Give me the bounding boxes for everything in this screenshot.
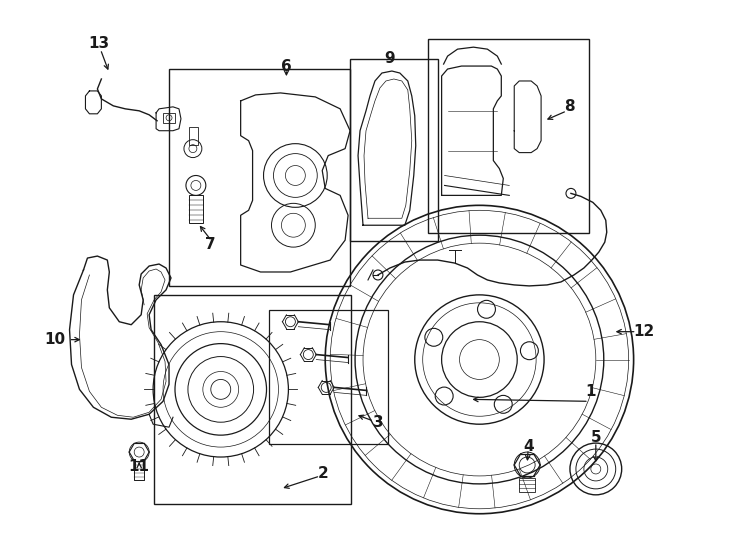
- Text: 11: 11: [128, 460, 150, 475]
- Text: 5: 5: [591, 430, 601, 444]
- Text: 13: 13: [88, 36, 109, 51]
- Bar: [269, 310, 388, 444]
- Text: 3: 3: [373, 415, 383, 430]
- Bar: [169, 69, 350, 286]
- Bar: [163, 113, 175, 123]
- Text: 8: 8: [564, 99, 574, 114]
- Bar: [189, 127, 198, 145]
- Bar: [154, 295, 351, 504]
- Text: 10: 10: [44, 332, 65, 347]
- Text: 9: 9: [385, 51, 395, 65]
- Bar: [189, 195, 203, 223]
- Bar: [428, 39, 589, 233]
- Text: 4: 4: [523, 438, 534, 454]
- Text: 2: 2: [318, 467, 329, 482]
- Bar: [519, 478, 535, 492]
- Bar: [350, 59, 437, 241]
- Text: 1: 1: [586, 384, 596, 399]
- Text: 7: 7: [206, 237, 216, 252]
- Text: 6: 6: [281, 58, 292, 73]
- Text: 12: 12: [633, 324, 654, 339]
